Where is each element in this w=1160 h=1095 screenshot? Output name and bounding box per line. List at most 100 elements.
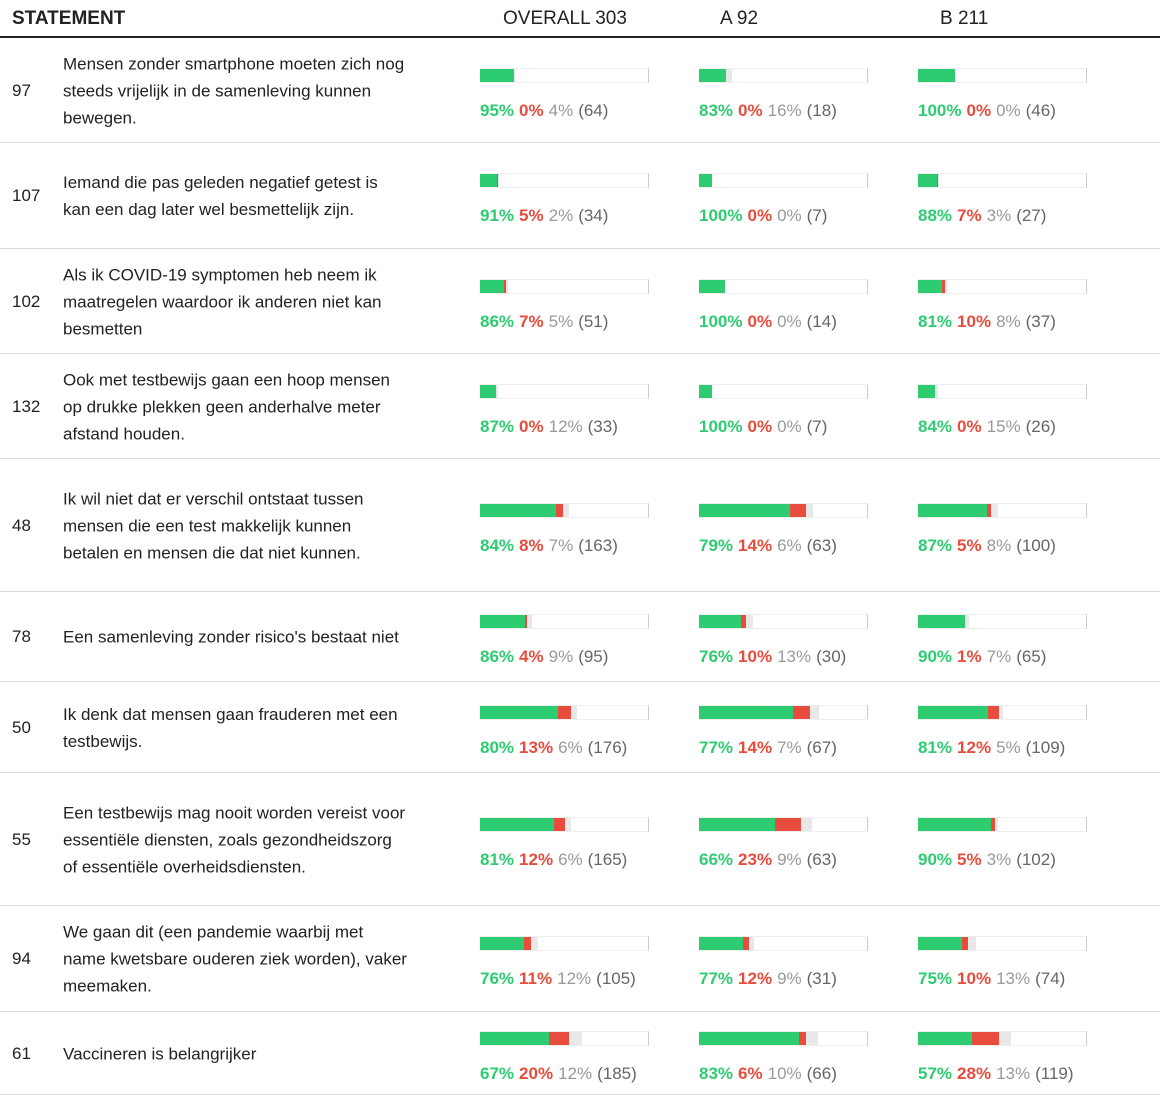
agree-label: 100%: [699, 206, 743, 225]
pass-label: 13%: [996, 1063, 1031, 1083]
agree-segment: [918, 817, 992, 831]
votes-label: (7): [806, 206, 828, 225]
agree-segment: [480, 174, 498, 187]
pass-label: 8%: [986, 535, 1012, 555]
disagree-label: 12%: [519, 849, 554, 869]
group-total: 303: [595, 8, 627, 29]
pass-segment: [563, 503, 570, 517]
vote-bar: [480, 704, 649, 720]
agree-segment: [699, 503, 790, 517]
vote-bar: [480, 383, 649, 399]
agree-segment: [918, 503, 988, 517]
vote-bar: [918, 816, 1087, 832]
pass-segment: [565, 817, 571, 831]
disagree-label: 5%: [957, 849, 982, 869]
votes-label: (7): [806, 416, 828, 436]
disagree-label: 5%: [957, 535, 982, 555]
vote-bar: [480, 278, 649, 294]
pass-segment: [995, 817, 998, 831]
vote-labels: 76% 11% 12% (105): [480, 969, 641, 989]
agree-segment: [480, 68, 514, 82]
vote-bar: [918, 704, 1087, 720]
votes-label: (185): [597, 1063, 637, 1083]
disagree-label: 12%: [738, 969, 773, 988]
disagree-segment: [988, 705, 999, 719]
agree-label: 80%: [480, 737, 515, 757]
disagree-segment: [558, 705, 571, 719]
statement-row: 48 Ik wil niet dat er verschil ontstaat t…: [0, 459, 1160, 592]
vote-labels: 77% 12% 9% (31): [699, 969, 842, 989]
agree-label: 84%: [480, 535, 515, 555]
vote-bar: [480, 67, 649, 83]
agree-label: 91%: [480, 206, 515, 225]
pass-segment: [944, 279, 948, 293]
disagree-segment: [742, 937, 750, 950]
vote-bar: [918, 614, 1087, 629]
disagree-label: 4%: [519, 647, 544, 666]
votes-label: (165): [587, 849, 628, 869]
disagree-label: 10%: [957, 311, 992, 331]
pass-segment: [806, 1031, 819, 1045]
votes-label: (27): [1016, 206, 1047, 225]
agree-label: 87%: [480, 416, 515, 436]
disagree-segment: [504, 279, 507, 293]
vote-labels: 81% 10% 8% (37): [918, 312, 1061, 332]
disagree-segment: [962, 937, 969, 950]
disagree-label: 12%: [957, 737, 992, 757]
votes-label: (176): [587, 737, 628, 757]
statement-text: Iemand die pas geleden negatief getest i…: [63, 173, 378, 219]
vote-labels: 100% 0% 0% (7): [699, 206, 832, 226]
disagree-segment: [936, 174, 939, 187]
disagree-label: 0%: [519, 416, 544, 436]
votes-label: (109): [1025, 737, 1066, 757]
disagree-segment: [987, 503, 992, 517]
group-total: 92: [736, 8, 759, 29]
pass-label: 12%: [548, 416, 583, 436]
pass-segment: [569, 1031, 582, 1045]
agree-label: 88%: [918, 206, 953, 225]
vote-bar: [480, 816, 649, 832]
disagree-label: 0%: [738, 100, 763, 120]
statement-id: 94: [12, 949, 31, 968]
pass-label: 0%: [777, 206, 802, 225]
pass-segment: [801, 817, 812, 831]
disagree-segment: [972, 1031, 999, 1045]
vote-labels: 87% 5% 8% (100): [918, 536, 1061, 556]
disagree-segment: [799, 1031, 807, 1045]
agree-label: 76%: [699, 647, 734, 666]
disagree-label: 28%: [957, 1063, 992, 1083]
agree-label: 83%: [699, 100, 734, 120]
statement-id: 48: [12, 515, 31, 535]
group-header: B 211: [940, 8, 988, 30]
statement-id: 55: [12, 829, 31, 849]
vote-labels: 57% 28% 13% (119): [918, 1064, 1079, 1084]
vote-labels: 84% 0% 15% (26): [918, 417, 1061, 437]
vote-labels: 95% 0% 4% (64): [480, 101, 613, 121]
disagree-label: 23%: [738, 849, 773, 869]
statement-text: Vaccineren is belangrijker: [63, 1044, 257, 1063]
vote-labels: 100% 0% 0% (14): [699, 312, 842, 332]
disagree-label: 10%: [957, 969, 992, 988]
disagree-segment: [793, 705, 811, 719]
statement-id: 50: [12, 717, 31, 737]
group-label: A: [720, 8, 732, 29]
statement-id: 61: [12, 1043, 31, 1063]
agree-segment: [699, 615, 741, 628]
statement-id: 78: [12, 627, 31, 646]
vote-bar: [480, 1030, 649, 1046]
disagree-label: 14%: [738, 737, 773, 757]
pass-segment: [513, 68, 516, 82]
pass-segment: [746, 615, 754, 628]
vote-labels: 86% 4% 9% (95): [480, 647, 613, 667]
vote-labels: 86% 7% 5% (51): [480, 312, 613, 332]
disagree-label: 0%: [519, 100, 544, 120]
pass-label: 7%: [777, 737, 802, 757]
pass-segment: [810, 705, 819, 719]
agree-label: 83%: [699, 1063, 734, 1083]
statement-text: Een testbewijs mag nooit worden vereist …: [63, 803, 406, 876]
vote-labels: 91% 5% 2% (34): [480, 206, 613, 226]
pass-label: 12%: [557, 969, 592, 988]
pass-label: 13%: [777, 647, 812, 666]
agree-label: 100%: [699, 416, 743, 436]
group-header: OVERALL 303: [503, 8, 627, 30]
